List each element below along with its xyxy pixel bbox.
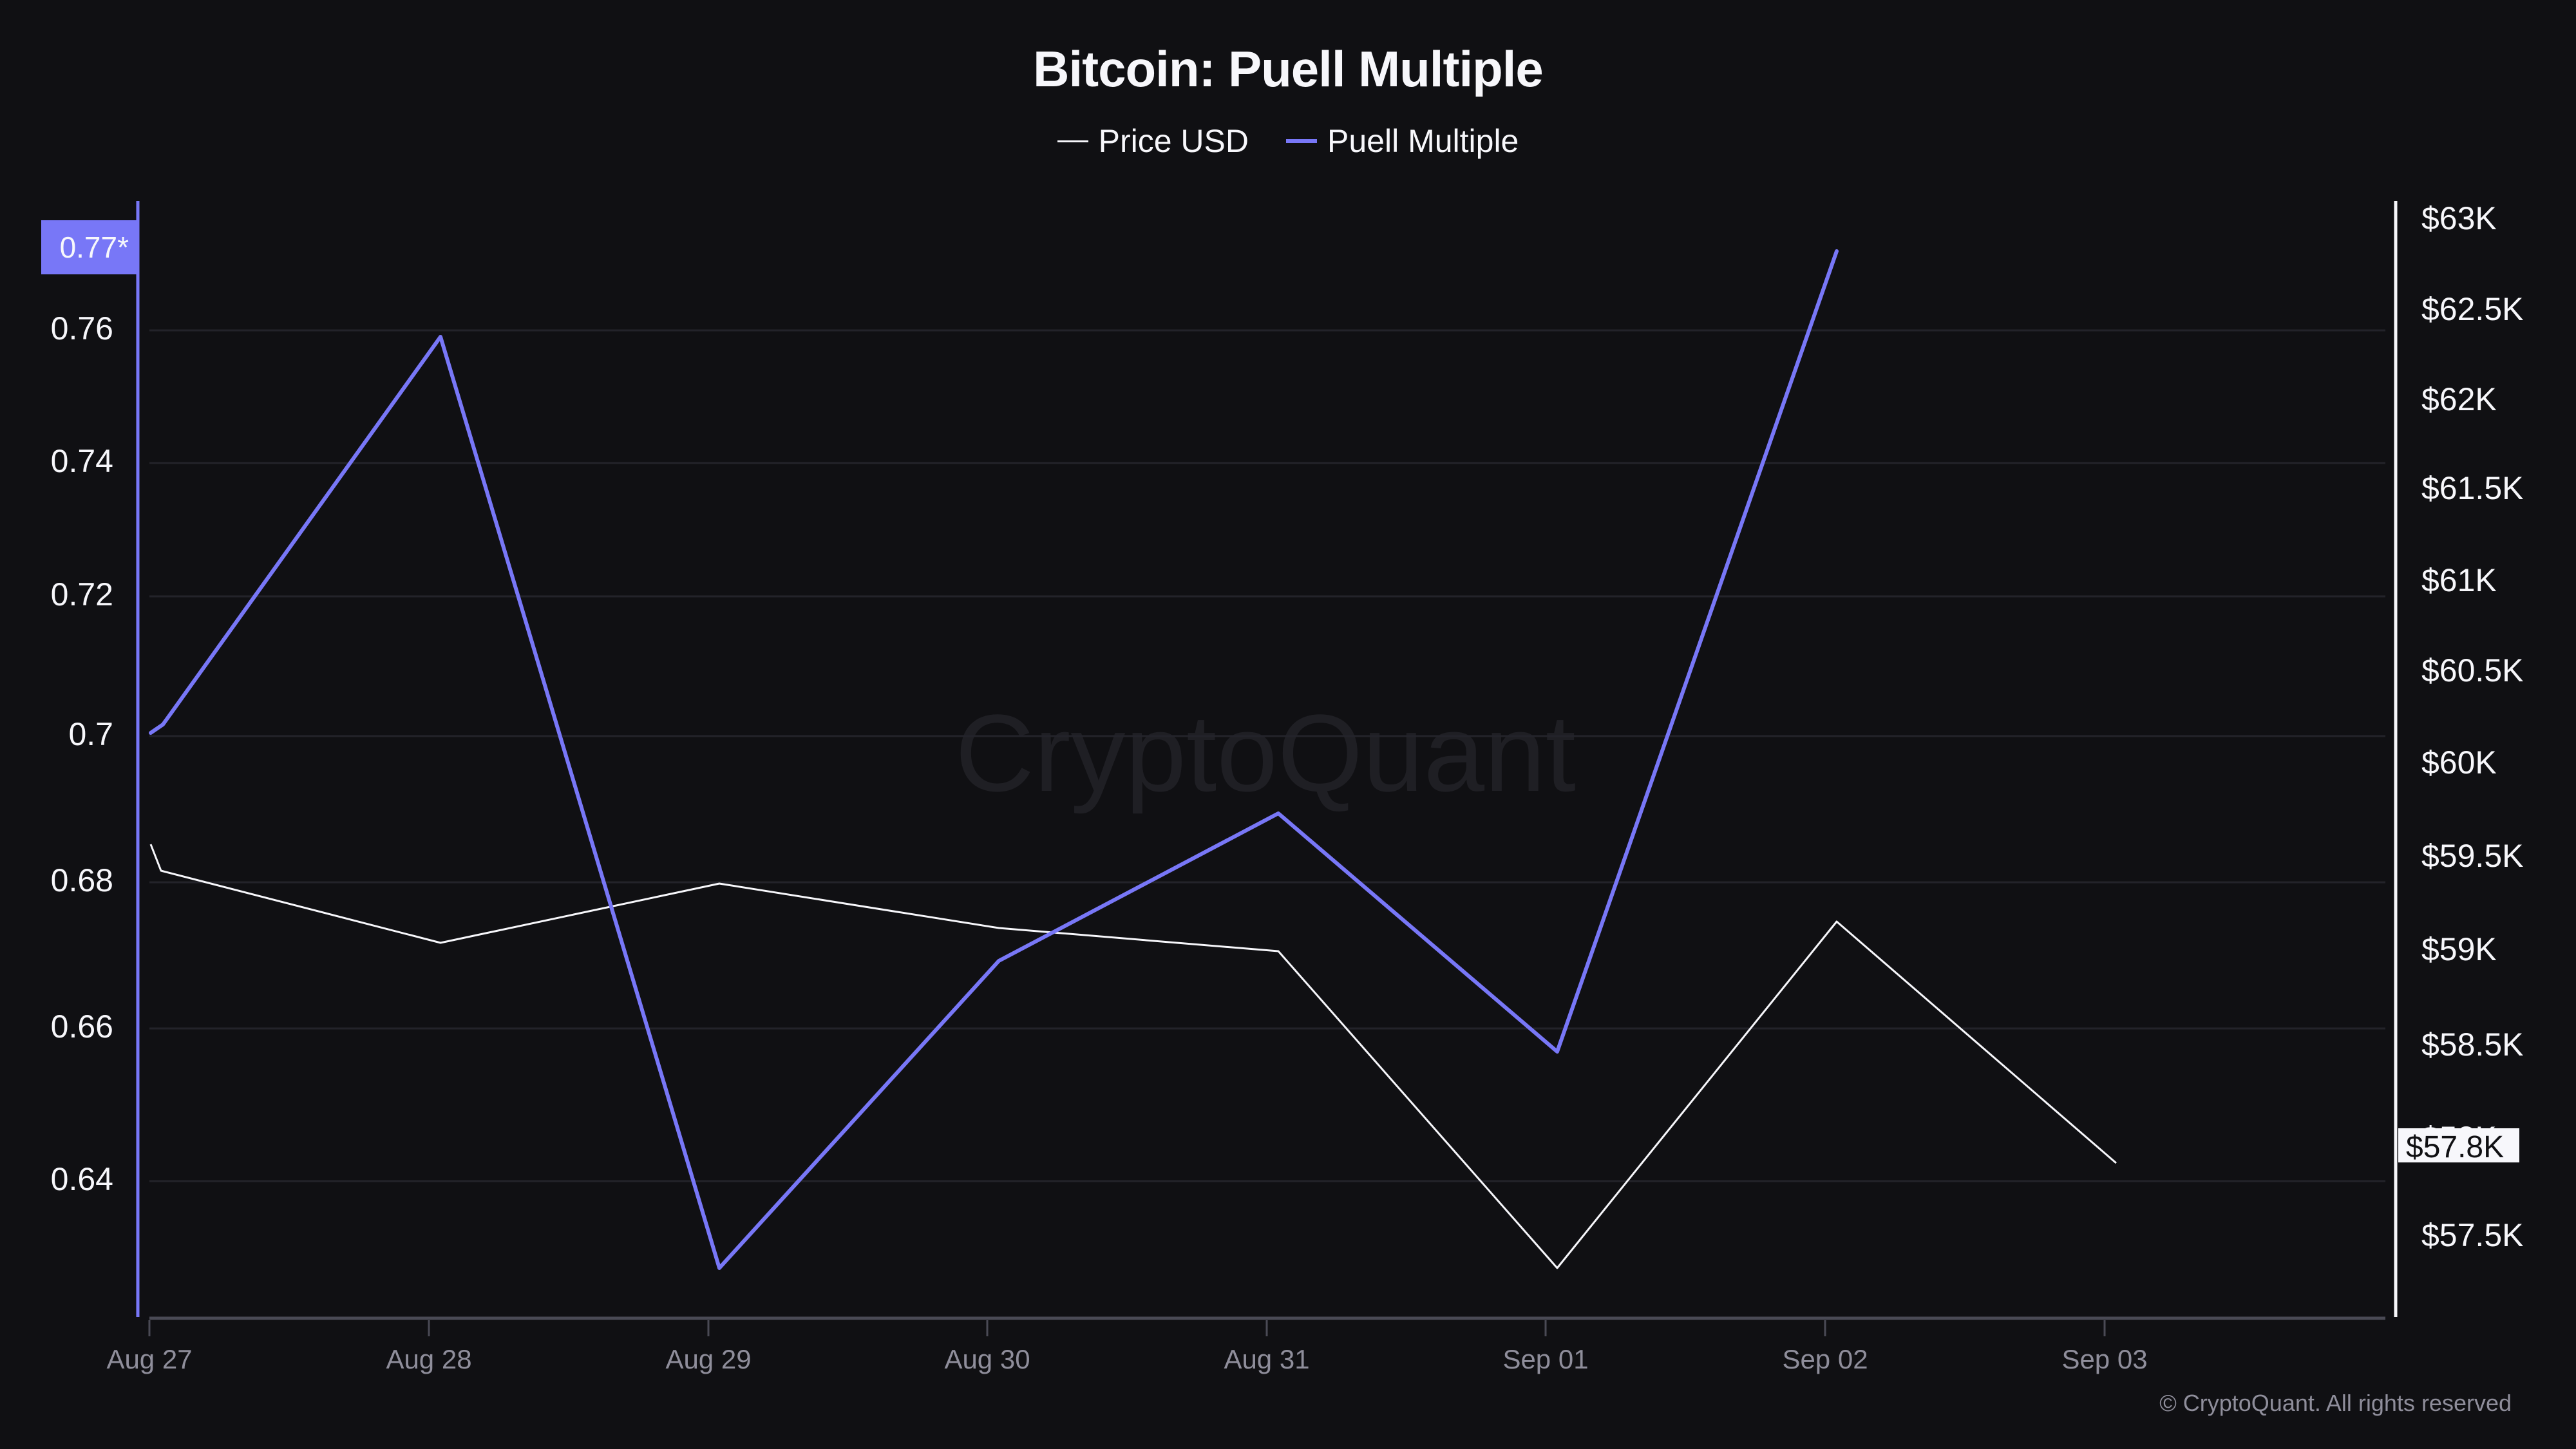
right-tick: $59.5K (2421, 838, 2523, 874)
svg-text:$57.8K: $57.8K (2406, 1130, 2504, 1164)
left-tick: 0.74 (51, 443, 113, 479)
chart-legend: Price USD Puell Multiple (0, 122, 2576, 160)
x-tick: Aug 31 (1224, 1344, 1309, 1374)
chart-title: Bitcoin: Puell Multiple (1033, 41, 1544, 97)
x-axis-tick-marks (148, 1320, 2106, 1336)
legend-label-price: Price USD (1098, 123, 1249, 159)
right-tick: $58.5K (2421, 1027, 2523, 1063)
right-current-value-badge: $57.8K (2398, 1128, 2519, 1164)
x-tick: Sep 03 (2061, 1344, 2147, 1374)
price-line-swatch-icon (1057, 140, 1088, 142)
right-axis-ticks: $63K $62.5K $62K $61.5K $61K $60.5K $60K… (2421, 200, 2523, 1253)
legend-label-puell: Puell Multiple (1327, 123, 1519, 159)
left-tick: 0.76 (51, 310, 113, 346)
right-tick: $60K (2421, 744, 2497, 781)
x-axis-labels: Aug 27 Aug 28 Aug 29 Aug 30 Aug 31 Sep 0… (106, 1344, 2147, 1374)
legend-item-price[interactable]: Price USD (1057, 122, 1249, 160)
right-tick: $63K (2421, 200, 2497, 236)
x-tick: Aug 27 (106, 1344, 192, 1374)
right-tick: $62K (2421, 381, 2497, 417)
puell-line-swatch-icon (1286, 139, 1317, 143)
left-axis-ticks: 0.76 0.74 0.72 0.7 0.68 0.66 0.64 (51, 310, 113, 1197)
right-tick: $61.5K (2421, 470, 2523, 506)
left-tick: 0.7 (68, 716, 113, 752)
svg-text:0.77*: 0.77* (60, 231, 129, 264)
gridlines (149, 329, 2385, 1182)
x-tick: Sep 02 (1782, 1344, 1868, 1374)
right-tick: $60.5K (2421, 652, 2523, 688)
x-tick: Sep 01 (1502, 1344, 1588, 1374)
price-usd-line (149, 844, 2117, 1269)
legend-item-puell[interactable]: Puell Multiple (1286, 122, 1519, 160)
right-tick: $61K (2421, 562, 2497, 598)
x-tick: Aug 29 (665, 1344, 751, 1374)
left-tick: 0.66 (51, 1009, 113, 1045)
right-tick: $59K (2421, 931, 2497, 967)
left-current-value-badge: 0.77* (41, 220, 137, 274)
puell-multiple-line (149, 249, 1839, 1270)
x-tick: Aug 30 (944, 1344, 1030, 1374)
x-tick: Aug 28 (386, 1344, 471, 1374)
watermark: CryptoQuant (955, 692, 1576, 815)
left-tick: 0.68 (51, 862, 113, 898)
copyright-footer: © CryptoQuant. All rights reserved (2159, 1390, 2512, 1416)
right-tick: $62.5K (2421, 291, 2523, 327)
left-tick: 0.64 (51, 1161, 113, 1197)
left-tick: 0.72 (51, 576, 113, 612)
right-tick: $57.5K (2421, 1217, 2523, 1253)
